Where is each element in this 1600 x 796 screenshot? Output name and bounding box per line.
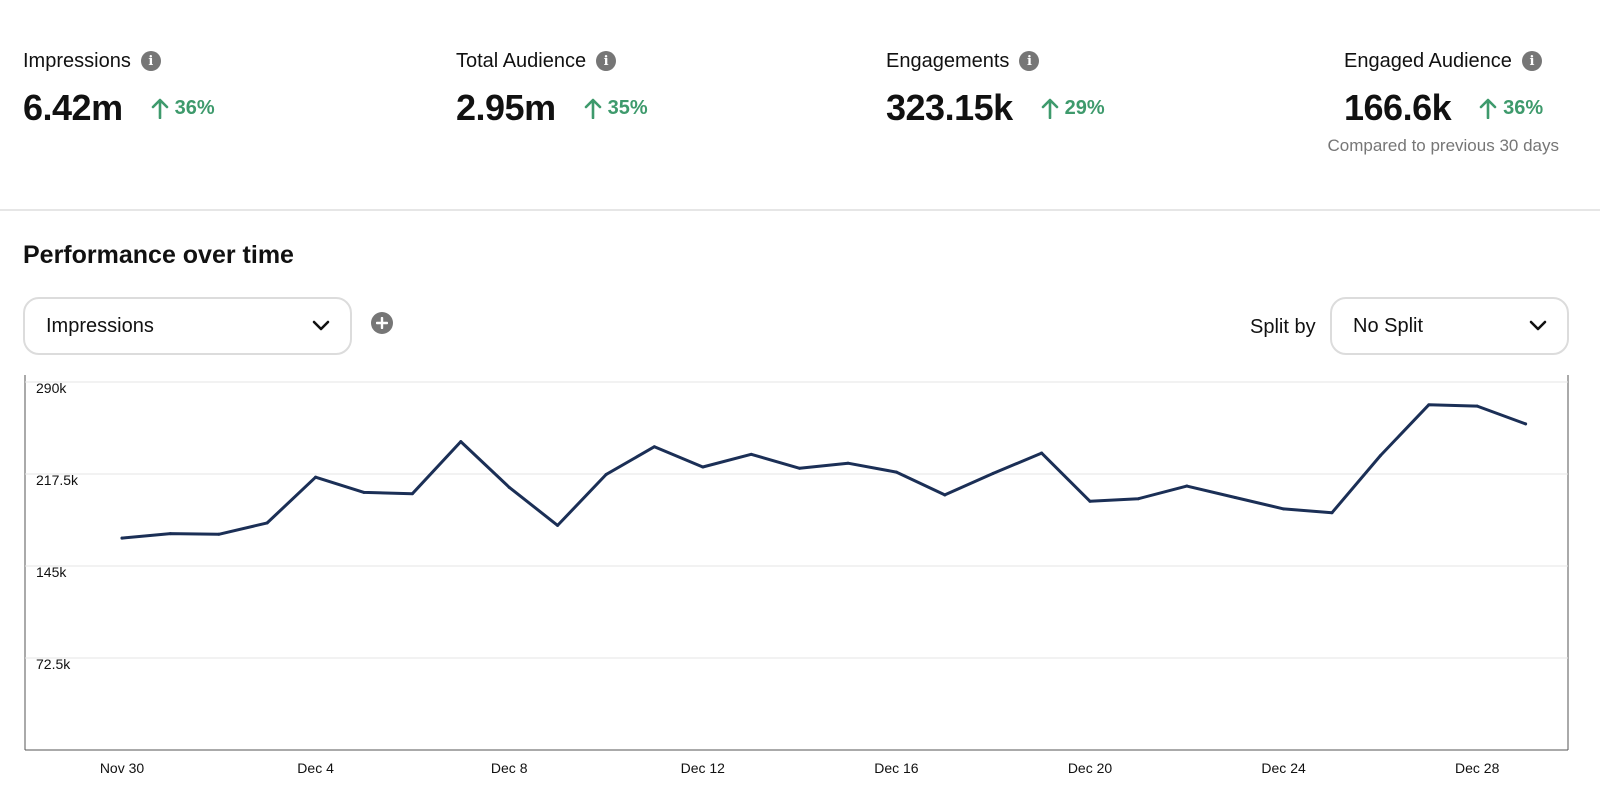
data-point	[1330, 511, 1334, 515]
arrow-up-icon	[1479, 98, 1497, 119]
y-tick-label: 145k	[36, 564, 67, 580]
split-by-label: Split by	[1250, 316, 1316, 338]
metric-dropdown[interactable]: Impressions	[23, 297, 352, 355]
data-point	[1524, 422, 1528, 426]
add-metric-button[interactable]	[371, 312, 393, 334]
y-tick-label: 217.5k	[36, 472, 79, 488]
metric-label: Total Audience	[456, 49, 587, 72]
data-point	[410, 492, 414, 496]
plus-circle-icon	[376, 317, 388, 329]
series-line	[120, 403, 1528, 540]
data-point	[459, 440, 463, 444]
info-icon[interactable]: i	[140, 51, 161, 71]
metric-total-audience: Total Audience i 2.95m 35%	[456, 46, 648, 130]
info-icon[interactable]: i	[1521, 51, 1542, 71]
data-point	[894, 470, 898, 474]
data-point	[1088, 499, 1092, 503]
chevron-down-icon	[312, 320, 330, 331]
chevron-down-icon	[1529, 320, 1547, 331]
x-tick-label: Dec 28	[1455, 760, 1500, 776]
arrow-up-icon	[1041, 98, 1058, 119]
data-point	[652, 445, 656, 449]
change-indicator: 35%	[584, 97, 648, 120]
data-point	[1233, 495, 1237, 499]
metric-value: 166.6k	[1344, 87, 1452, 128]
data-point	[556, 523, 560, 527]
split-dropdown-value: No Split	[1353, 314, 1424, 337]
data-point	[943, 493, 947, 497]
arrow-up-icon	[584, 98, 601, 119]
x-tick-label: Dec 24	[1261, 760, 1306, 776]
data-point	[1282, 507, 1286, 511]
data-point	[314, 475, 318, 479]
metric-label: Engagements	[886, 49, 1010, 72]
data-point	[120, 536, 124, 540]
info-icon[interactable]: i	[1019, 51, 1040, 71]
metric-label: Engaged Audience	[1344, 49, 1512, 72]
change-value: 35%	[607, 96, 648, 119]
data-point	[1185, 484, 1189, 488]
metric-dropdown-value: Impressions	[46, 314, 154, 337]
y-tick-label: 72.5k	[36, 656, 71, 672]
metric-value: 2.95m	[456, 87, 556, 128]
data-point	[846, 461, 850, 465]
data-point	[362, 490, 366, 494]
data-point	[798, 466, 802, 470]
metric-engaged-audience: Engaged Audience i 166.6k 36%	[1344, 46, 1543, 130]
data-point	[507, 485, 511, 489]
change-value: 36%	[1503, 96, 1544, 119]
info-icon[interactable]: i	[596, 51, 617, 71]
split-dropdown[interactable]: No Split	[1330, 297, 1569, 355]
data-point	[168, 532, 172, 536]
metric-value: 323.15k	[886, 87, 1013, 128]
metric-label: Impressions	[23, 49, 131, 72]
x-tick-label: Dec 20	[1068, 760, 1113, 776]
change-indicator: 36%	[151, 97, 215, 120]
change-indicator: 36%	[1479, 97, 1543, 120]
section-title: Performance over time	[23, 241, 294, 269]
data-point	[604, 473, 608, 477]
arrow-up-icon	[151, 98, 168, 119]
change-indicator: 29%	[1041, 97, 1105, 120]
data-point	[1427, 403, 1431, 407]
metric-impressions: Impressions i 6.42m 36%	[23, 46, 215, 130]
data-point	[265, 521, 269, 525]
data-point	[991, 471, 995, 475]
x-tick-label: Dec 8	[491, 760, 528, 776]
x-tick-label: Dec 16	[874, 760, 919, 776]
metric-value: 6.42m	[23, 87, 123, 128]
data-point	[1378, 454, 1382, 458]
x-tick-label: Dec 4	[297, 760, 334, 776]
x-tick-label: Dec 12	[681, 760, 726, 776]
data-point	[749, 452, 753, 456]
x-tick-label: Nov 30	[100, 760, 145, 776]
change-value: 29%	[1064, 96, 1105, 119]
data-point	[701, 465, 705, 469]
y-tick-label: 290k	[36, 380, 67, 396]
metric-engagements: Engagements i 323.15k 29%	[886, 46, 1105, 130]
data-point	[1475, 404, 1479, 408]
performance-line-chart: 290k 217.5k 145k 72.5k Nov 30 Dec 4 Dec 8 Dec 1…	[24, 375, 1569, 776]
change-value: 36%	[174, 96, 215, 119]
section-divider	[0, 209, 1600, 211]
data-point	[1136, 497, 1140, 501]
comparison-note: Compared to previous 30 days	[1327, 136, 1559, 155]
data-point	[217, 532, 221, 536]
data-point	[1040, 451, 1044, 455]
